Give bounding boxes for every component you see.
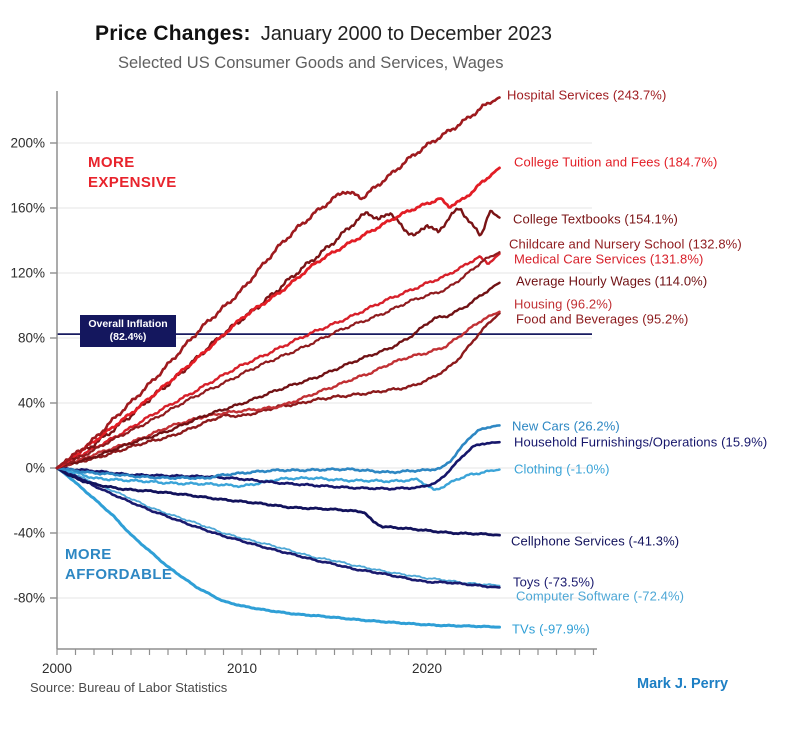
overall-inflation-value: (82.4%): [109, 331, 147, 343]
overall-inflation-label: Overall Inflation: [88, 318, 168, 330]
series-label-medical-care-services: Medical Care Services (131.8%): [514, 251, 704, 267]
series-label-college-textbooks: College Textbooks (154.1%): [513, 211, 678, 227]
y-tick-label-80: 80%: [18, 331, 45, 346]
line-new-cars: [55, 424, 501, 481]
series-label-food-and-beverages: Food and Beverages (95.2%): [516, 311, 689, 327]
y-tick-label-200: 200%: [10, 136, 45, 151]
series-label-childcare: Childcare and Nursery School (132.8%): [509, 236, 742, 252]
page-title: Price Changes: January 2000 to December …: [95, 22, 552, 46]
y-tick-label-120: 120%: [10, 266, 45, 281]
x-tick-label-2020: 2020: [412, 661, 442, 676]
x-tick-label-2010: 2010: [227, 661, 257, 676]
annotation-more-expensive-line2: EXPENSIVE: [88, 174, 177, 191]
series-label-toys: Toys (-73.5%): [513, 574, 595, 590]
y-tick-label--80: -80%: [13, 591, 45, 606]
series-label-housing: Housing (96.2%): [514, 296, 613, 312]
line-toys: [55, 466, 501, 589]
series-label-clothing: Clothing (-1.0%): [514, 461, 610, 477]
author-credit: Mark J. Perry: [637, 676, 729, 692]
line-college-tuition: [55, 166, 501, 470]
series-label-average-hourly-wages: Average Hourly Wages (114.0%): [516, 273, 708, 289]
annotation-more-expensive: MORE EXPENSIVE: [88, 153, 177, 193]
line-food-and-beverages: [55, 312, 501, 470]
series-label-household-furnishings: Household Furnishings/Operations (15.9%): [514, 434, 768, 450]
line-college-textbooks: [55, 207, 501, 470]
line-clothing: [55, 466, 501, 491]
line-hospital-services: [55, 96, 501, 470]
line-medical-care-services: [55, 252, 501, 470]
annotation-more-affordable-line2: AFFORDABLE: [65, 566, 173, 583]
source-note: Source: Bureau of Labor Statistics: [30, 680, 228, 695]
line-average-hourly-wages: [55, 281, 501, 470]
y-tick-label-160: 160%: [10, 201, 45, 216]
series-label-computer-software: Computer Software (-72.4%): [516, 588, 685, 604]
series-label-hospital-services: Hospital Services (243.7%): [507, 87, 667, 103]
title-bold: Price Changes:: [95, 22, 251, 45]
annotation-more-affordable: MORE AFFORDABLE: [65, 545, 172, 585]
annotation-more-affordable-line1: MORE: [65, 546, 112, 563]
line-tvs: [55, 466, 501, 629]
line-childcare: [55, 251, 501, 470]
y-tick-label--40: -40%: [13, 526, 45, 541]
chart-subtitle: Selected US Consumer Goods and Services,…: [118, 54, 504, 72]
y-tick-label-40: 40%: [18, 396, 45, 411]
series-label-new-cars: New Cars (26.2%): [512, 418, 620, 434]
series-label-cellphone-services: Cellphone Services (-41.3%): [511, 533, 680, 549]
y-tick-label-0: 0%: [25, 461, 45, 476]
series-label-college-tuition: College Tuition and Fees (184.7%): [514, 154, 718, 170]
x-tick-label-2000: 2000: [42, 661, 72, 676]
line-cellphone-services: [55, 466, 501, 537]
overall-inflation-callout: Overall Inflation (82.4%): [80, 315, 176, 347]
title-period: January 2000 to December 2023: [260, 23, 552, 45]
series-label-tvs: TVs (-97.9%): [512, 621, 590, 637]
line-computer-software: [56, 467, 501, 587]
annotation-more-expensive-line1: MORE: [88, 154, 135, 171]
